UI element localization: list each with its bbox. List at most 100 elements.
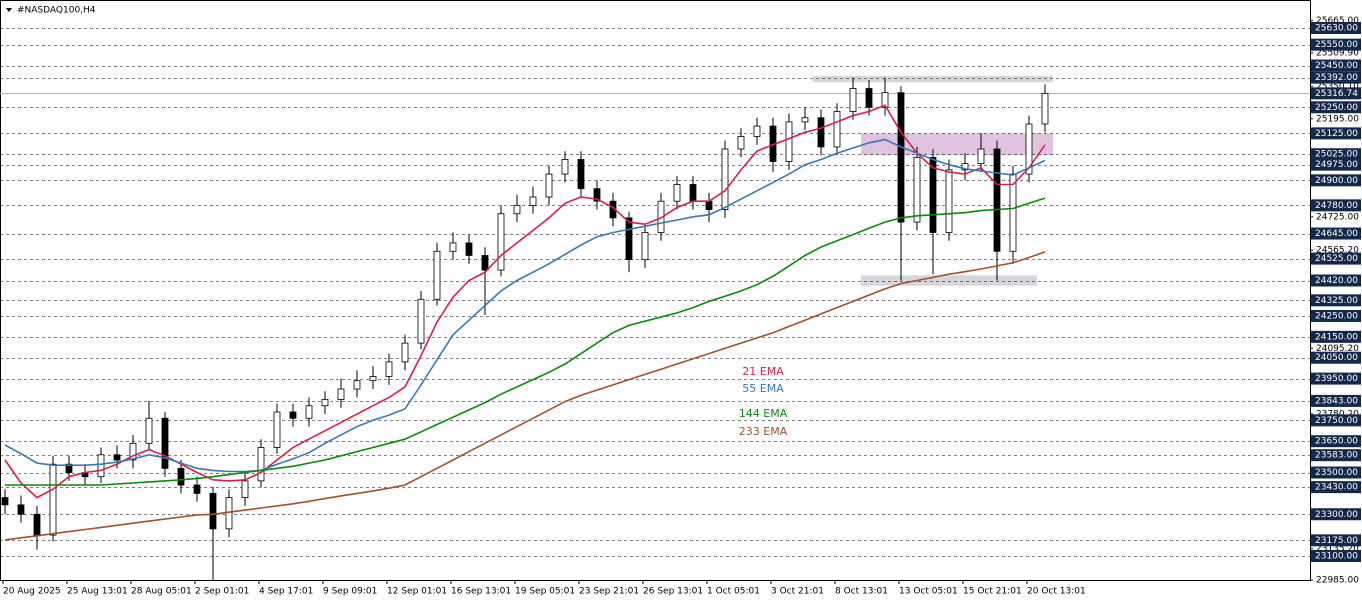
level-label-box [1311,199,1361,212]
x-tick-label: 1 Oct 05:01 [707,587,760,597]
level-label-box [1311,534,1361,547]
x-tick-label: 20 Oct 13:01 [1027,587,1086,597]
level-label-box [1311,127,1361,140]
candle-body [817,117,825,148]
level-label: 24780.00 [1315,201,1358,211]
candle-body [593,188,601,202]
candle-body [753,125,761,137]
candle-body [945,169,953,233]
candle-body [497,213,505,271]
level-label: 23750.00 [1315,416,1358,426]
level-label-box [1311,394,1361,407]
level-label: 23500.00 [1315,468,1358,478]
candle-body [433,250,441,300]
candle-body [417,298,425,344]
level-label: 24975.00 [1315,160,1358,170]
level-label: 25630.00 [1315,23,1358,33]
ema-label: 55 EMA [742,382,784,395]
x-tick-label: 19 Sep 05:01 [515,587,575,597]
candle-body [689,184,697,202]
ema-label: 144 EMA [739,407,788,420]
candle-body [705,200,713,210]
level-label-box [1311,71,1361,84]
candle-body [529,196,537,206]
candle-body [785,121,793,162]
level-label-box [1311,174,1361,187]
zone [861,275,1037,286]
candle-body [545,173,553,198]
candle-body [17,504,25,515]
candle-body [113,454,121,461]
candle-body [1009,173,1017,252]
level-label: 24900.00 [1315,176,1358,186]
level-label-box [1311,274,1361,287]
candle-body [273,411,281,448]
candle-body [865,88,873,108]
level-label: 23650.00 [1315,437,1358,447]
level-label: 25025.00 [1315,150,1358,160]
ema-label: 233 EMA [739,425,788,438]
candle-body [801,117,809,123]
candle-body [65,463,73,473]
level-label: 24420.00 [1315,276,1358,286]
level-label: 25450.00 [1315,61,1358,71]
candle-body [289,411,297,419]
y-tick-label: 22985.00 [1316,576,1359,586]
y-tick-label: 24725.00 [1316,212,1359,222]
level-label: 24645.00 [1315,229,1358,239]
y-tick-label: 25195.00 [1316,114,1359,124]
candle-body [673,184,681,202]
level-label-box [1311,309,1361,322]
ema-label: 21 EMA [742,365,784,378]
candle-body [641,232,649,261]
level-label: 24150.00 [1315,332,1358,342]
level-label-box [1311,158,1361,171]
candle-body [129,442,137,461]
level-label-box [1311,101,1361,114]
level-label-box [1311,549,1361,562]
menu-arrow[interactable] [6,8,12,12]
candle-body [913,156,921,223]
level-label-box [1311,148,1361,161]
candle-body [577,159,585,190]
level-label-box [1311,59,1361,72]
level-label-box [1311,21,1361,34]
level-label: 23430.00 [1315,483,1358,493]
candle-body [401,342,409,363]
plot-frame [0,0,1311,581]
candle-body [49,463,57,536]
x-tick-label: 12 Sep 01:01 [387,587,447,597]
ema-line [4,138,1046,473]
candle-body [337,388,345,400]
candle-body [1025,123,1033,175]
y-tick-label: 25509.90 [1316,49,1359,59]
y-tick-label: 25665.00 [1316,16,1359,26]
candle-body [305,405,313,419]
candle-body [465,242,473,256]
candle-body [849,88,857,112]
candle-body [385,361,393,377]
x-tick-label: 8 Oct 13:01 [835,587,888,597]
level-label-box [1311,351,1361,364]
level-label: 25392.00 [1315,73,1358,83]
candle-body [929,156,937,233]
level-label: 24325.00 [1315,296,1358,306]
level-label: 25550.00 [1315,40,1358,50]
candle-body [481,255,489,271]
level-label-box [1311,481,1361,494]
level-label: 24050.00 [1315,353,1358,363]
x-tick-label: 4 Sep 17:01 [259,587,313,597]
candle-body [1,497,9,506]
candle-body [161,417,169,469]
x-tick-label: 23 Sep 21:01 [579,587,639,597]
level-label-box [1311,38,1361,51]
zone [861,133,1053,156]
level-label: 25125.00 [1315,129,1358,139]
candle-body [961,163,969,171]
candle-body [145,417,153,444]
x-tick-label: 3 Oct 21:01 [771,587,824,597]
x-tick-label: 20 Aug 2025 [3,587,61,597]
current-price-label: 25316.74 [1315,89,1358,99]
y-tick-label: 24565.20 [1316,246,1359,256]
